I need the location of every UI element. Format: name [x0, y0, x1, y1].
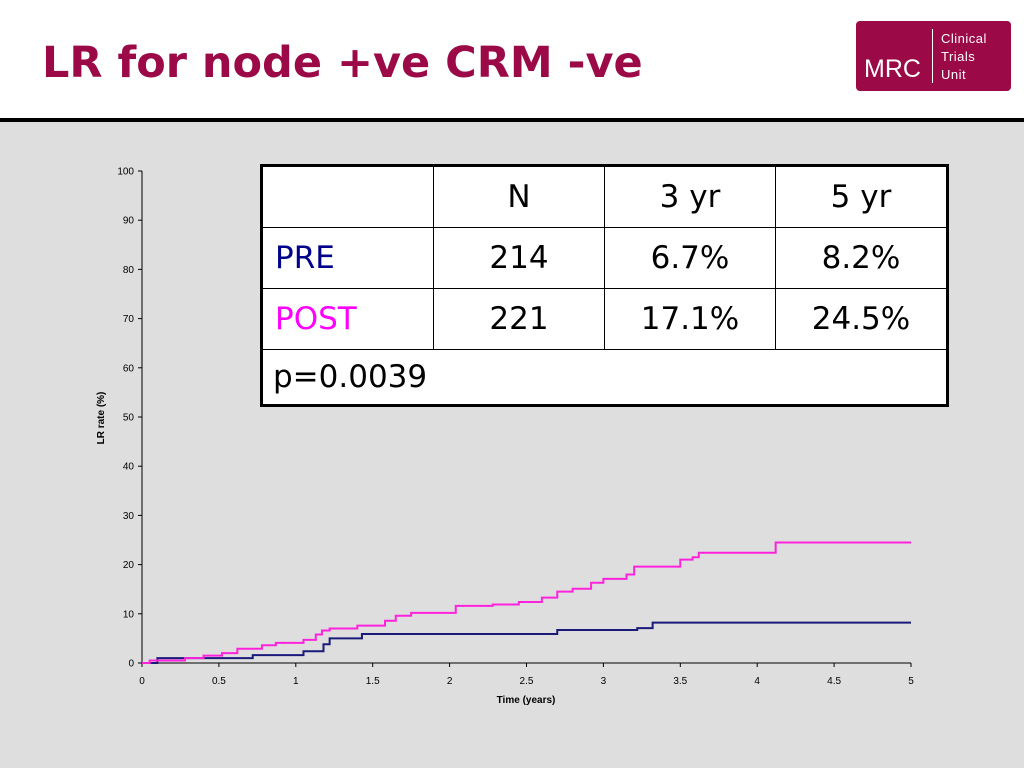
table-row: POST 221 17.1% 24.5%	[261, 288, 948, 350]
y-tick-label: 80	[123, 265, 135, 276]
chart-ticks: 0 10 20 30 40 50 60 70 80 90 100 0 0.5 1 1.5 2 2.5 3 3.5 4 4…	[117, 167, 914, 688]
table-footer-row: p=0.0039	[261, 349, 948, 406]
x-tick-label: 2.5	[520, 676, 534, 687]
logo-line-3: Unit	[941, 67, 967, 82]
row-label-pre: PRE	[261, 227, 434, 289]
table-cell: 17.1%	[604, 288, 776, 350]
y-tick-label: 60	[123, 363, 135, 374]
x-tick-label: 4	[754, 676, 760, 687]
y-tick-label: 40	[123, 462, 135, 473]
logo-line-1: Clinical	[941, 31, 987, 46]
title-rule	[0, 118, 1024, 122]
x-tick-label: 1	[293, 676, 299, 687]
table-header-cell	[261, 165, 434, 228]
y-tick-label: 0	[128, 659, 134, 670]
x-tick-label: 1.5	[366, 676, 380, 687]
chart-series	[142, 541, 911, 664]
table-cell: 8.2%	[775, 227, 948, 289]
y-tick-label: 90	[123, 216, 135, 227]
table-cell: 6.7%	[604, 227, 776, 289]
series-line-pre	[142, 621, 911, 664]
x-tick-label: 5	[908, 676, 914, 687]
x-tick-label: 3	[601, 676, 607, 687]
x-tick-label: 0.5	[212, 676, 226, 687]
y-tick-label: 50	[123, 413, 135, 424]
x-tick-label: 2	[447, 676, 453, 687]
table-header-cell: 3 yr	[604, 165, 776, 228]
p-value: p=0.0039	[261, 349, 948, 406]
y-tick-label: 70	[123, 314, 135, 325]
x-tick-label: 4.5	[827, 676, 841, 687]
table-header-row: N 3 yr 5 yr	[261, 165, 948, 228]
logo-text: Clinical Trials Unit	[941, 30, 987, 84]
results-table: N 3 yr 5 yr PRE 214 6.7% 8.2% POST 221 1…	[260, 164, 949, 407]
x-tick-label: 3.5	[673, 676, 687, 687]
y-tick-label: 30	[123, 511, 135, 522]
x-tick-label: 0	[139, 676, 145, 687]
y-tick-label: 20	[123, 560, 135, 571]
series-line-post	[142, 541, 911, 664]
slide-title: LR for node +ve CRM -ve	[42, 38, 643, 88]
y-axis-label: LR rate (%)	[96, 392, 107, 445]
table-cell: 221	[433, 288, 605, 350]
table-cell: 214	[433, 227, 605, 289]
x-axis-label: Time (years)	[497, 695, 556, 706]
table-header-cell: 5 yr	[775, 165, 948, 228]
logo-mark: MRC	[864, 55, 921, 83]
mrc-logo: MRC Clinical Trials Unit	[856, 21, 1011, 91]
row-label-post: POST	[261, 288, 434, 350]
table-header-cell: N	[433, 165, 605, 228]
logo-line-2: Trials	[941, 49, 976, 64]
y-tick-label: 100	[117, 167, 134, 178]
lr-rate-chart: 0 10 20 30 40 50 60 70 80 90 100 0 0.5 1 1.5 2 2.5 3 3.5 4 4…	[96, 167, 914, 707]
table-row: PRE 214 6.7% 8.2%	[261, 227, 948, 289]
logo-divider	[932, 29, 933, 83]
table-cell: 24.5%	[775, 288, 948, 350]
y-tick-label: 10	[123, 609, 135, 620]
content-panel: 0 10 20 30 40 50 60 70 80 90 100 0 0.5 1 1.5 2 2.5 3 3.5 4 4…	[0, 122, 1024, 768]
